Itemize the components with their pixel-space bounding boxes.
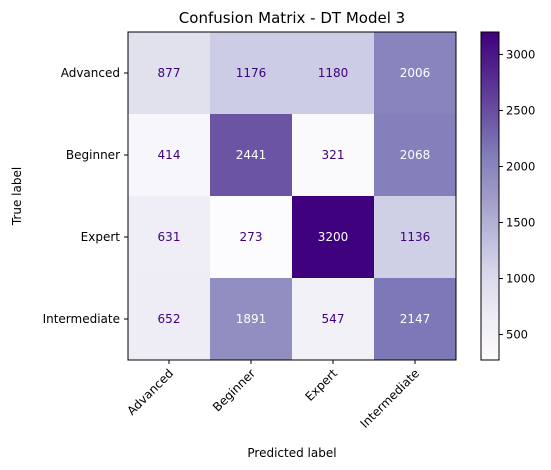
- colorbar-tick-label: 2000: [506, 159, 535, 173]
- matrix-cell: [128, 278, 210, 360]
- cell-value-label: 2441: [236, 148, 267, 162]
- colorbar-tick-label: 500: [506, 328, 528, 342]
- matrix-cell: [128, 196, 210, 278]
- cell-value-label: 652: [158, 312, 181, 326]
- matrix-frame: [127, 31, 457, 361]
- cell-value-label: 1180: [318, 66, 349, 80]
- matrix-cell: [210, 196, 292, 278]
- colorbar-tick-label: 1000: [506, 272, 535, 286]
- cell-value-label: 2068: [400, 148, 431, 162]
- cell-value-label: 2147: [400, 312, 431, 326]
- x-tick-label: Beginner: [210, 366, 258, 414]
- colorbar-tick-label: 3000: [506, 47, 535, 61]
- matrix-cell: [374, 196, 456, 278]
- y-tick-label: Intermediate: [43, 312, 120, 326]
- x-axis-label: Predicted label: [247, 446, 336, 460]
- cell-value-label: 1891: [236, 312, 267, 326]
- matrix-cell: [128, 114, 210, 196]
- matrix-cell: [210, 278, 292, 360]
- y-axis-label: True label: [10, 167, 24, 226]
- colorbar-gradient: [480, 31, 500, 361]
- matrix-cell: [210, 114, 292, 196]
- x-tick-label: Intermediate: [357, 366, 422, 431]
- y-tick-label: Beginner: [66, 148, 120, 162]
- cell-value-label: 2006: [400, 66, 431, 80]
- matrix-cell: [128, 32, 210, 114]
- cell-value-label: 414: [158, 148, 181, 162]
- cell-value-label: 631: [158, 230, 181, 244]
- colorbar-tick-label: 2500: [506, 103, 535, 117]
- cell-value-label: 547: [322, 312, 345, 326]
- matrix-cell: [292, 114, 374, 196]
- matrix-cell: [292, 32, 374, 114]
- chart-title: Confusion Matrix - DT Model 3: [179, 9, 405, 27]
- x-tick-label: Advanced: [124, 366, 176, 418]
- matrix-cell: [292, 278, 374, 360]
- cell-value-label: 273: [240, 230, 263, 244]
- y-tick-label: Advanced: [61, 66, 120, 80]
- matrix-cell: [374, 278, 456, 360]
- x-tick-label: Expert: [302, 366, 340, 404]
- matrix-cells: 877 1176 1180 2006 414 2441 321 2068 631 273 3200 1…: [127, 31, 457, 361]
- cell-value-label: 1136: [400, 230, 431, 244]
- matrix-cell: [374, 32, 456, 114]
- y-tick-labels: Advanced Beginner Expert Intermediate: [43, 66, 128, 326]
- cell-value-label: 1176: [236, 66, 267, 80]
- cell-value-label: 877: [158, 66, 181, 80]
- x-tick-labels: Advanced Beginner Expert Intermediate: [124, 360, 422, 431]
- matrix-cell: [292, 196, 374, 278]
- cell-value-label: 321: [322, 148, 345, 162]
- colorbar: 500 1000 1500 2000 2500 3000: [480, 31, 535, 361]
- cell-value-label: 3200: [318, 230, 349, 244]
- matrix-cell: [210, 32, 292, 114]
- matrix-cell: [374, 114, 456, 196]
- colorbar-tick-label: 1500: [506, 216, 535, 230]
- y-tick-label: Expert: [81, 230, 121, 244]
